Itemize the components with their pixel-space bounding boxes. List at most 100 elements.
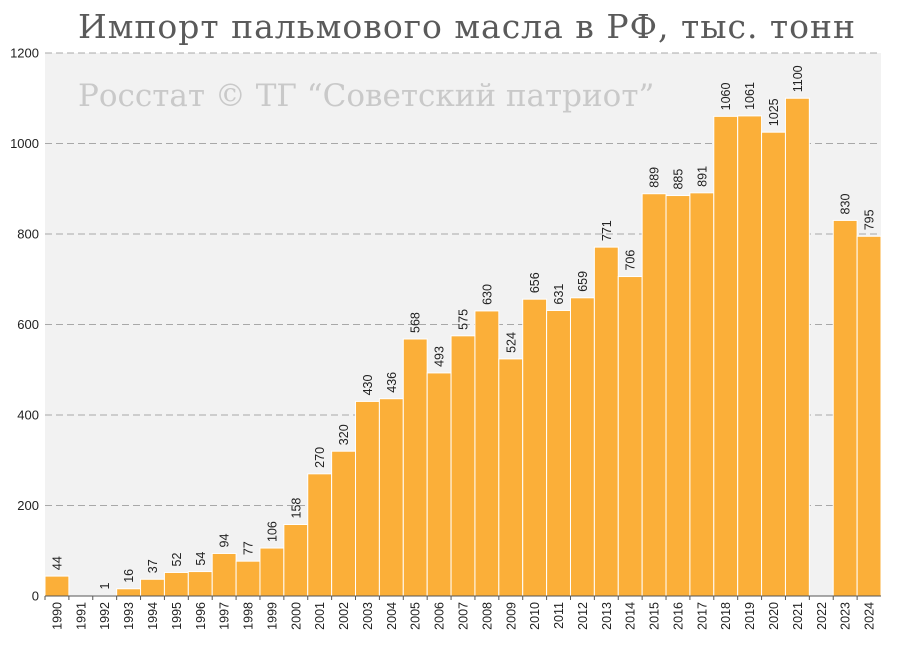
data-label: 52 xyxy=(170,553,184,567)
x-tick-label: 1997 xyxy=(218,602,232,630)
data-label: 158 xyxy=(289,498,303,519)
y-tick-label: 600 xyxy=(17,317,39,332)
y-tick-label: 200 xyxy=(17,498,39,513)
data-label: 575 xyxy=(457,309,471,330)
x-tick-label: 2023 xyxy=(839,602,853,630)
x-tick-label: 1995 xyxy=(170,602,184,630)
bar xyxy=(283,524,309,597)
bar xyxy=(832,219,858,597)
bar xyxy=(426,372,452,597)
x-tick-label: 2019 xyxy=(743,602,757,630)
data-label: 524 xyxy=(504,332,518,353)
x-tick-label: 2002 xyxy=(337,602,351,630)
x-tick-label: 2015 xyxy=(648,602,662,630)
x-tick-label: 2012 xyxy=(576,602,590,630)
data-label: 889 xyxy=(648,167,662,188)
y-tick-label: 1200 xyxy=(10,46,39,61)
x-tick-label: 2000 xyxy=(289,602,303,630)
bar xyxy=(546,309,571,597)
x-tick-label: 2014 xyxy=(624,602,638,630)
bar xyxy=(44,575,70,597)
bar xyxy=(641,193,667,597)
bar xyxy=(450,335,476,597)
data-label: 1061 xyxy=(743,82,757,110)
bar xyxy=(498,358,524,597)
x-tick-label: 2003 xyxy=(361,602,375,630)
data-label: 16 xyxy=(122,569,136,583)
bar xyxy=(617,276,643,597)
data-label: 37 xyxy=(146,559,160,573)
data-label: 631 xyxy=(552,284,566,305)
data-label: 891 xyxy=(695,166,709,187)
x-tick-label: 2020 xyxy=(767,602,781,630)
data-label: 44 xyxy=(50,556,64,570)
data-label: 630 xyxy=(480,284,494,305)
y-axis: 0 200 400 600 800 1000 1200 xyxy=(10,46,39,604)
x-tick-label: 2010 xyxy=(528,602,542,630)
bar xyxy=(593,246,619,597)
data-label: 706 xyxy=(624,250,638,271)
x-tick-label: 2009 xyxy=(504,602,518,630)
data-label: 830 xyxy=(839,194,853,215)
bar xyxy=(856,235,882,597)
data-label: 771 xyxy=(600,220,614,241)
bar xyxy=(569,297,595,597)
bar xyxy=(713,115,739,597)
x-tick-label: 1991 xyxy=(74,602,88,630)
data-label: 436 xyxy=(385,372,399,393)
x-tick-label: 2006 xyxy=(433,602,447,630)
x-tick-label: 2021 xyxy=(791,602,805,630)
bar xyxy=(784,97,810,597)
x-tick-label: 2017 xyxy=(695,602,709,630)
bar xyxy=(235,560,261,597)
x-tick-label: 2004 xyxy=(385,602,399,630)
bar xyxy=(474,310,500,597)
x-tick-label: 2007 xyxy=(457,602,471,630)
bar xyxy=(402,338,428,597)
x-tick-label: 1999 xyxy=(265,602,279,630)
data-label: 270 xyxy=(313,447,327,468)
data-label: 94 xyxy=(218,534,232,548)
data-label: 659 xyxy=(576,271,590,292)
y-tick-label: 400 xyxy=(17,408,39,423)
bar xyxy=(331,450,357,597)
x-tick-label: 2018 xyxy=(719,602,733,630)
x-tick-label: 2005 xyxy=(409,602,423,630)
data-label: 1100 xyxy=(791,65,805,92)
x-tick-label: 2008 xyxy=(480,602,494,630)
bar xyxy=(522,298,548,597)
bar xyxy=(140,578,165,597)
data-label: 795 xyxy=(863,209,877,230)
bar xyxy=(761,131,786,597)
x-tick-label: 2013 xyxy=(600,602,614,630)
data-label: 885 xyxy=(671,169,685,190)
data-label: 1025 xyxy=(767,98,781,126)
bar xyxy=(689,192,715,597)
x-axis: 1990 1991 1992 1993 1994 1995 1996 1997 1998 1999… xyxy=(44,596,877,630)
bar xyxy=(116,588,142,597)
data-label: 493 xyxy=(433,346,447,367)
x-tick-label: 1993 xyxy=(122,602,136,630)
bar xyxy=(187,571,213,597)
x-tick-label: 2016 xyxy=(671,602,685,630)
bars xyxy=(44,97,882,597)
x-tick-label: 1998 xyxy=(242,602,256,630)
data-labels: 44 1 16 37 52 54 94 77 106 158 270 320 430 436 568 493 5… xyxy=(50,65,876,589)
bar xyxy=(737,115,763,597)
bar xyxy=(163,571,189,597)
data-label: 1060 xyxy=(719,82,733,110)
x-tick-label: 1992 xyxy=(98,602,112,630)
data-label: 568 xyxy=(409,312,423,333)
watermark: Росстат © ТГ “Советский патриот” xyxy=(78,78,654,114)
data-label: 106 xyxy=(265,521,279,542)
chart-title: Импорт пальмового масла в РФ, тыс. тонн xyxy=(78,7,856,46)
x-tick-label: 2011 xyxy=(552,602,566,629)
bar xyxy=(307,473,333,597)
data-label: 77 xyxy=(242,541,256,555)
data-label: 54 xyxy=(194,552,208,566)
data-label: 430 xyxy=(361,375,375,396)
data-label: 656 xyxy=(528,272,542,293)
bar xyxy=(355,400,380,597)
y-tick-label: 1000 xyxy=(10,136,39,151)
